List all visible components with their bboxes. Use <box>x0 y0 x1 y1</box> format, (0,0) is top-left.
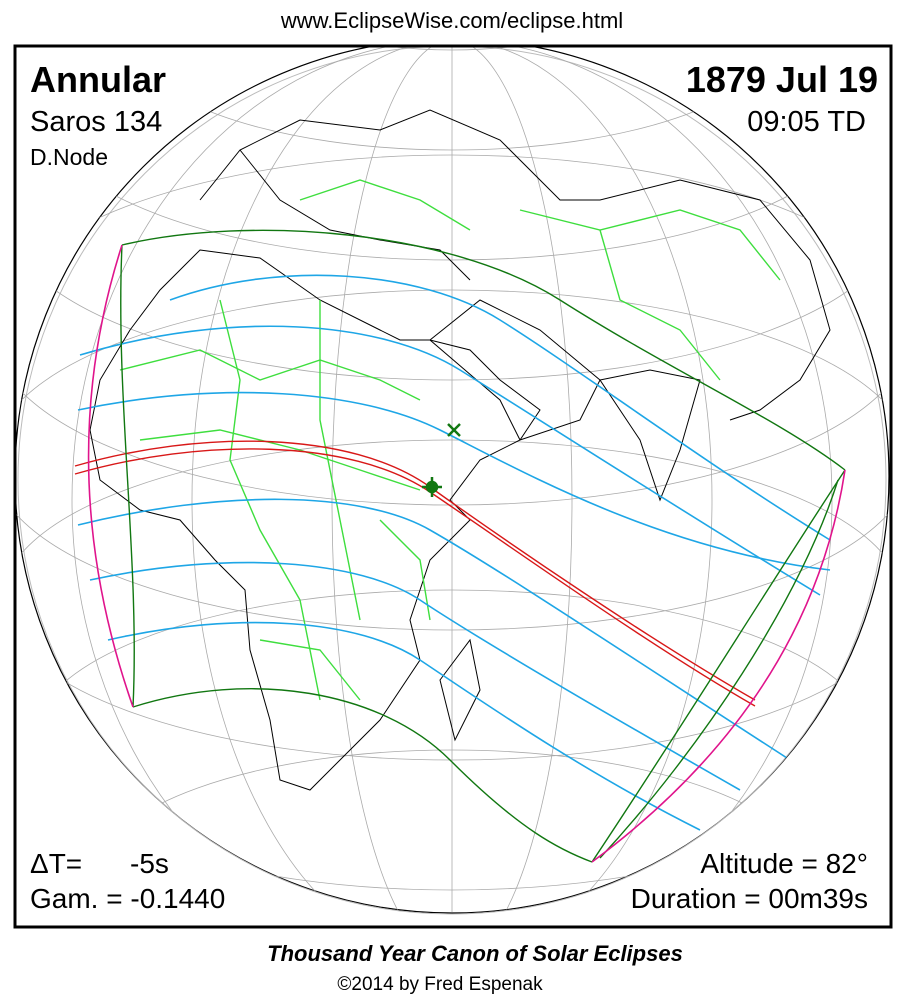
coastlines <box>89 109 831 791</box>
delta-t-label: ΔT= <box>30 848 82 879</box>
footer-title: Thousand Year Canon of Solar Eclipses <box>267 941 683 966</box>
delta-t-value: -5s <box>130 848 169 879</box>
duration: Duration = 00m39s <box>631 883 868 914</box>
url: www.EclipseWise.com/eclipse.html <box>280 8 623 33</box>
eclipse-paths <box>74 229 846 863</box>
altitude: Altitude = 82° <box>700 848 868 879</box>
eclipse-type: Annular <box>30 59 166 100</box>
eclipse-date: 1879 Jul 19 <box>686 59 878 100</box>
gamma: Gam. = -0.1440 <box>30 883 225 914</box>
markers <box>422 423 461 497</box>
saros: Saros 134 <box>30 106 162 138</box>
time: 09:05 TD <box>747 106 866 138</box>
footer-credit: ©2014 by Fred Espenak <box>337 974 543 995</box>
frame <box>13 44 893 929</box>
node: D.Node <box>30 144 108 170</box>
borders <box>119 179 781 701</box>
